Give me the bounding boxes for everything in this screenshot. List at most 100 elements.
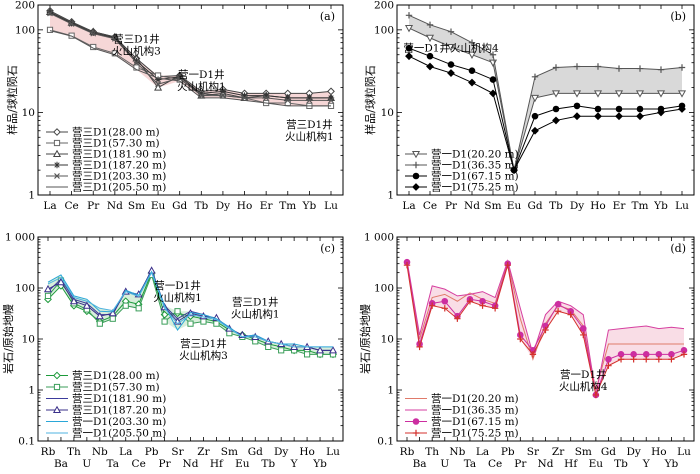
data-point xyxy=(489,89,497,98)
legend-entry: 营一D1(20.20 m) xyxy=(405,392,519,405)
annotation-text: 营三D1井 xyxy=(232,296,279,309)
data-point xyxy=(405,52,413,61)
data-point xyxy=(428,302,436,309)
series-4 xyxy=(47,270,333,348)
data-point xyxy=(111,50,118,57)
data-point xyxy=(668,356,675,363)
legend-entry: 营三D1(57.30 m) xyxy=(46,137,160,150)
x-tick-label: Nd xyxy=(183,458,199,470)
y-tick-label: 0.1 xyxy=(18,436,35,448)
legend-entry: 营三D1(28.00 m) xyxy=(46,126,160,139)
data-point xyxy=(446,43,456,52)
legend-label: 营一D1(203.30 m) xyxy=(72,415,166,428)
legend-label: 营一D1(205.50 m) xyxy=(72,427,166,440)
data-point xyxy=(552,64,560,71)
x-tick-label: Yb xyxy=(653,200,668,212)
annotation-text: 火山机构3 xyxy=(179,349,228,362)
data-point xyxy=(176,75,183,82)
data-point xyxy=(111,35,118,42)
data-point xyxy=(426,62,434,71)
y-tick-label: 0.1 xyxy=(377,436,394,448)
data-point xyxy=(468,39,476,46)
legend-label: 营一D1(75.25 m) xyxy=(431,181,519,194)
legend-entry: 营三D1(181.90 m) xyxy=(46,392,166,405)
data-point xyxy=(466,298,474,305)
data-point xyxy=(447,69,455,77)
data-point xyxy=(579,325,587,332)
x-tick-label: Ta xyxy=(107,458,119,470)
x-tick-label: U xyxy=(440,458,449,470)
x-tick-label: Gd xyxy=(248,446,263,458)
series-3 xyxy=(405,52,686,175)
legend-label: 营三D1(187.20 m) xyxy=(72,159,166,172)
data-point xyxy=(82,301,91,309)
x-tick-label: Ba xyxy=(413,458,427,470)
data-point xyxy=(554,300,562,308)
data-point xyxy=(154,83,163,91)
x-tick-label: Sr xyxy=(527,446,540,458)
data-point xyxy=(636,112,644,121)
series-1 xyxy=(405,12,686,174)
x-tick-label: Gd xyxy=(172,200,187,212)
data-point xyxy=(573,63,581,70)
chart-panel-b: 1 10 100 200 样品/球粒陨石 La Ce Pr Nd Sm Eu Gd Tb Dy Ho Er Tm… xyxy=(363,0,695,212)
legend-label: 营三D1(187.20 m) xyxy=(72,404,166,417)
data-point xyxy=(306,97,313,104)
x-tick-label: Eu xyxy=(151,200,166,212)
data-point xyxy=(630,356,637,363)
legend-entry: 营三D1(181.90 m) xyxy=(46,148,166,161)
x-tick-label: Tb xyxy=(261,458,275,470)
annotation-text: 营三D1井 xyxy=(180,337,227,350)
data-point xyxy=(594,105,602,113)
legend-swatch-marker xyxy=(412,183,420,191)
x-tick-label: Er xyxy=(260,200,274,212)
x-tick-label: Ce xyxy=(132,458,146,470)
x-tick-label: Th xyxy=(425,446,439,458)
data-point xyxy=(615,112,623,121)
data-point xyxy=(677,90,687,98)
data-point xyxy=(454,315,461,322)
x-tick-label: Ce xyxy=(488,458,502,470)
data-point xyxy=(531,73,539,81)
series-4 xyxy=(47,10,334,104)
data-point xyxy=(580,331,587,339)
series-5 xyxy=(47,271,333,348)
data-point xyxy=(219,92,226,99)
data-point xyxy=(567,311,574,318)
legend-entry: 营一D1(20.20 m) xyxy=(405,148,519,161)
data-point xyxy=(615,105,623,113)
data-point xyxy=(198,92,205,99)
data-point xyxy=(122,302,129,309)
y-axis-label: 样品/球粒陨石 xyxy=(363,65,377,135)
data-point xyxy=(90,30,97,37)
data-point xyxy=(643,356,650,363)
x-tick-label: Tm xyxy=(279,200,296,212)
annotation-text: 营三D1井 xyxy=(286,118,333,131)
x-tick-label: Pr xyxy=(514,458,527,470)
annotation-text: 营一D1井 xyxy=(560,368,607,381)
series-line xyxy=(408,27,682,171)
x-tick-label: La xyxy=(43,200,56,212)
data-point xyxy=(95,311,104,320)
annotation-text: 营一D1井火山机构4 xyxy=(403,41,499,54)
y-tick-label: 10 xyxy=(22,334,35,346)
x-tick-label: La xyxy=(119,446,132,458)
data-point xyxy=(416,343,423,351)
data-point xyxy=(489,51,497,58)
data-point xyxy=(614,90,624,98)
data-point xyxy=(615,65,623,72)
series-line xyxy=(49,13,331,101)
legend-label: 营一D1(67.15 m) xyxy=(431,415,519,428)
x-tick-label: Zr xyxy=(197,446,210,458)
annotation-text: 火山机构1 xyxy=(231,308,280,321)
data-point xyxy=(531,112,539,120)
y-axis-label: 岩石/原始地幔 xyxy=(1,304,15,374)
data-point xyxy=(552,116,560,125)
legend-label: 营三D1(28.00 m) xyxy=(72,126,160,139)
legend-swatch-marker xyxy=(412,161,420,169)
y-tick-label: 1 000 xyxy=(364,232,394,244)
x-tick-label: Eu xyxy=(235,458,250,470)
series-line xyxy=(406,259,685,396)
data-point xyxy=(284,94,291,102)
data-point xyxy=(594,112,602,121)
